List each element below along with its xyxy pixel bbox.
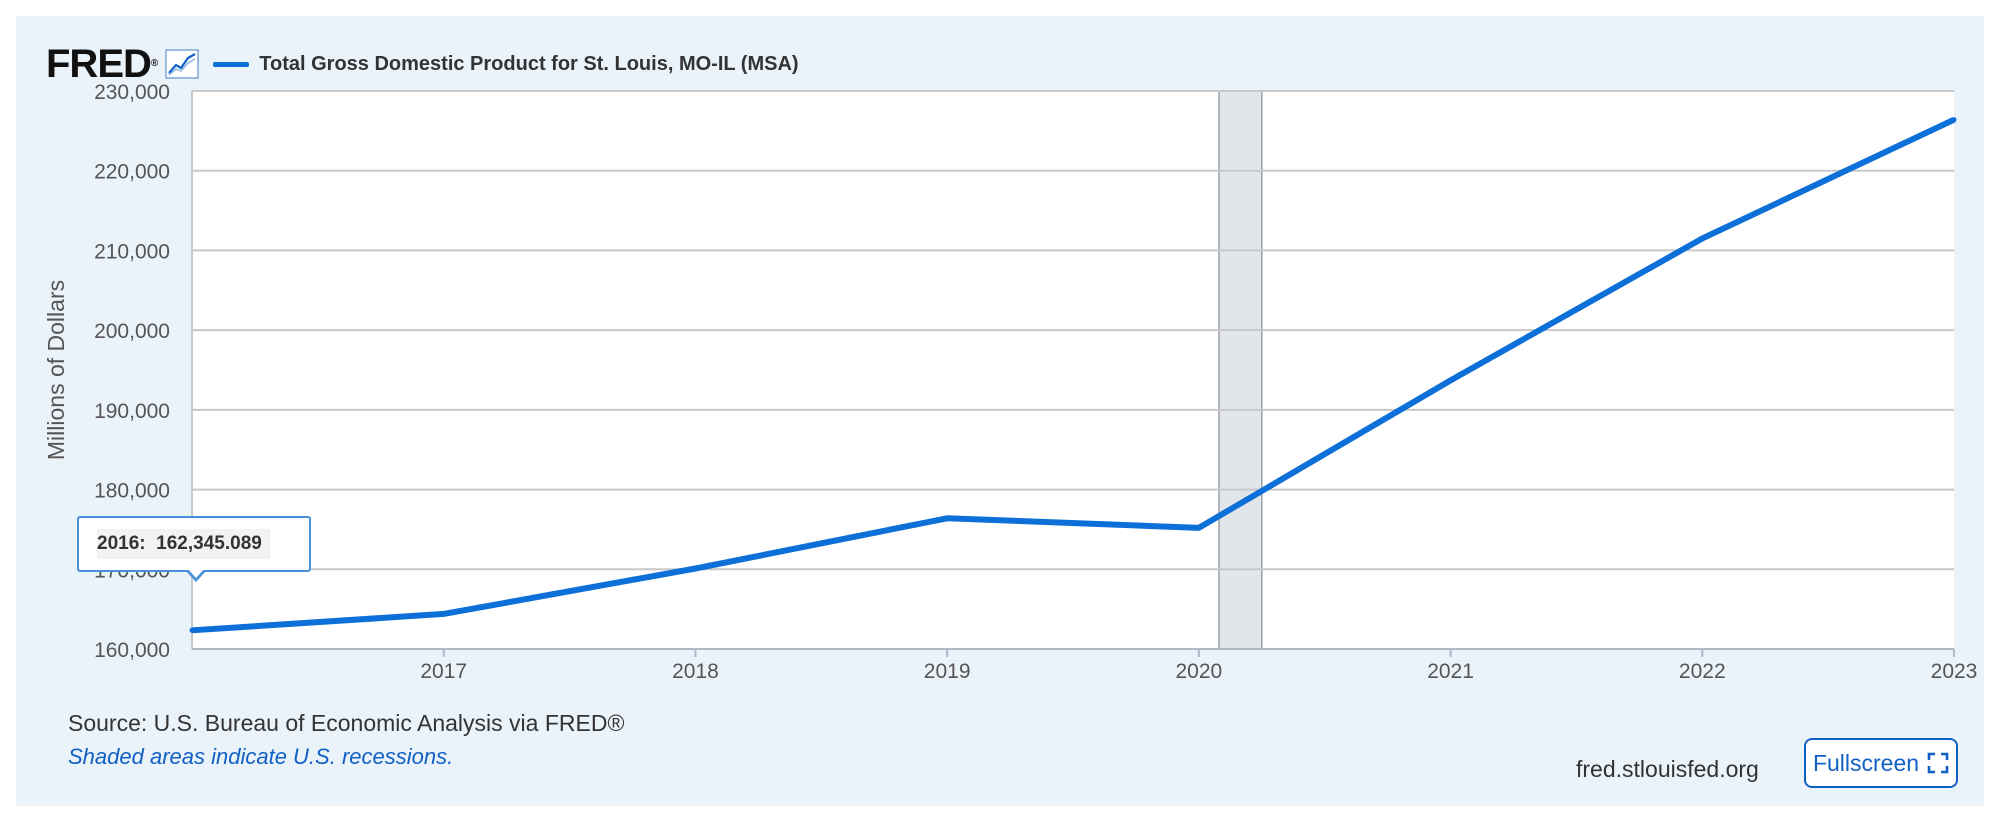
x-tick-label: 2019 bbox=[924, 660, 971, 683]
y-tick-label: 190,000 bbox=[94, 400, 170, 423]
y-tick-label: 200,000 bbox=[94, 320, 170, 343]
data-point bbox=[189, 627, 195, 633]
x-tick-label: 2018 bbox=[672, 660, 719, 683]
data-point bbox=[1951, 117, 1957, 123]
x-tick-label: 2020 bbox=[1175, 660, 1222, 683]
fullscreen-button[interactable]: Fullscreen bbox=[1804, 738, 1958, 788]
y-tick-label: 210,000 bbox=[94, 240, 170, 263]
x-tick-label: 2017 bbox=[420, 660, 467, 683]
y-tick-label: 230,000 bbox=[94, 81, 170, 104]
y-tick-label: 220,000 bbox=[94, 161, 170, 184]
recession-shade bbox=[1218, 90, 1263, 650]
source-text: Source: U.S. Bureau of Economic Analysis… bbox=[68, 710, 625, 736]
data-point bbox=[1699, 235, 1705, 241]
fullscreen-label: Fullscreen bbox=[1812, 749, 1920, 776]
y-axis-title: Millions of Dollars bbox=[43, 280, 69, 460]
data-tooltip: 2016: 162,345.089 bbox=[77, 516, 311, 582]
fred-logo[interactable]: FRED® bbox=[46, 42, 158, 86]
plot-area bbox=[192, 91, 1954, 649]
data-point bbox=[441, 611, 447, 617]
data-point bbox=[944, 515, 950, 521]
line-graph-icon bbox=[165, 49, 200, 79]
y-tick-label: 180,000 bbox=[94, 480, 170, 503]
x-tick-label: 2022 bbox=[1679, 660, 1726, 683]
expand-icon bbox=[1927, 752, 1949, 774]
data-point bbox=[1448, 377, 1454, 383]
tooltip-value: 162,345.089 bbox=[156, 533, 262, 554]
x-tick-label: 2023 bbox=[1931, 660, 1978, 683]
chart-header: FRED® Total Gross Domestic Product for S… bbox=[46, 44, 799, 84]
recession-note[interactable]: Shaded areas indicate U.S. recessions. bbox=[68, 744, 454, 769]
data-point bbox=[692, 565, 698, 571]
data-point bbox=[1196, 525, 1202, 531]
site-link[interactable]: fred.stlouisfed.org bbox=[1576, 756, 1759, 782]
x-tick-label: 2021 bbox=[1427, 660, 1474, 683]
fred-logo-text: FRED bbox=[46, 42, 152, 86]
legend-swatch bbox=[213, 61, 250, 67]
y-tick-label: 160,000 bbox=[94, 639, 170, 662]
legend-label: Total Gross Domestic Product for St. Lou… bbox=[259, 52, 799, 75]
series-line bbox=[191, 116, 1956, 634]
tooltip-label: 2016: bbox=[97, 533, 146, 554]
